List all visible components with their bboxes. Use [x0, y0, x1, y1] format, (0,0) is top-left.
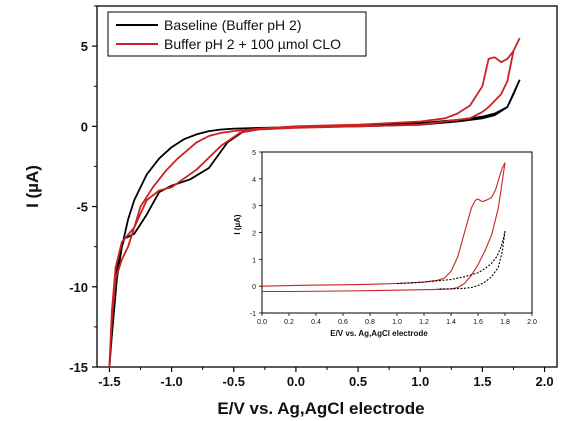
- inset-y-tick-label: 3: [252, 204, 256, 211]
- y-tick-label: 0: [81, 119, 88, 134]
- x-tick-label: 1.0: [411, 374, 429, 389]
- inset-series-line-2: [396, 231, 506, 285]
- main-plot: -1.5 -1.0 -0.5 0.0 0.5 1.0 1.5 2.0-15-10-505E/V…: [23, 5, 558, 418]
- inset-y-tick-label: 2: [252, 231, 256, 238]
- x-tick-label: 2.0: [536, 374, 554, 389]
- inset-x-tick-label: 1.6: [473, 319, 483, 326]
- inset-series-line-0: [261, 162, 506, 287]
- inset-x-tick-label: 2.0: [527, 319, 537, 326]
- inset-y-tick-label: 0: [252, 284, 256, 291]
- inset-x-tick-label: 0.8: [365, 319, 375, 326]
- legend-entry-1: Buffer pH 2 + 100 µmol CLO: [164, 36, 341, 52]
- inset-x-tick-label: 0.2: [284, 319, 294, 326]
- legend-entry-0: Baseline (Buffer pH 2): [164, 17, 301, 33]
- inset-y-axis-title: I (µA): [233, 214, 242, 234]
- x-tick-label: -1.0: [160, 374, 182, 389]
- x-axis-title: E/V vs. Ag,AgCl electrode: [217, 399, 424, 418]
- x-tick-label: 0.0: [287, 374, 305, 389]
- inset-x-tick-label: 0.4: [311, 319, 321, 326]
- y-tick-label: 5: [81, 39, 88, 54]
- series-line-1: [108, 37, 521, 368]
- legend: Baseline (Buffer pH 2) Buffer pH 2 + 100 …: [107, 11, 367, 57]
- y-tick-label: -15: [69, 360, 88, 375]
- inset-y-tick-label: 1: [252, 257, 256, 264]
- y-axis-title: I (µA): [23, 165, 42, 208]
- inset-x-tick-label: 1.4: [446, 319, 456, 326]
- x-tick-label: -1.5: [98, 374, 120, 389]
- inset-series-line-1: [262, 162, 506, 293]
- x-tick-label: 0.5: [349, 374, 367, 389]
- inset-series-line-3: [437, 231, 506, 290]
- inset-frame: [261, 151, 533, 314]
- inset-x-tick-label: 1.0: [392, 319, 402, 326]
- inset-x-tick-label: 1.8: [500, 319, 510, 326]
- inset-plot: 0.0 0.2 0.4 0.6 0.8 1.0 1.2 1.4 1.6 1.8 2.0 -1 0 1 2 3 4…: [233, 150, 537, 338]
- x-tick-label: 1.5: [473, 374, 491, 389]
- inset-y-tick-label: 4: [252, 177, 256, 184]
- inset-x-tick-label: 0.0: [257, 319, 267, 326]
- inset-x-tick-label: 0.6: [338, 319, 348, 326]
- y-tick-label: -5: [76, 200, 88, 215]
- inset-x-axis-title: E/V vs. Ag,AgCl electrode: [330, 329, 428, 338]
- inset-y-tick-label: -1: [250, 311, 256, 318]
- x-tick-label: -0.5: [223, 374, 245, 389]
- inset-y-tick-label: 5: [252, 150, 256, 157]
- legend-box: [107, 11, 367, 57]
- inset-x-tick-label: 1.2: [419, 319, 429, 326]
- y-tick-label: -10: [69, 280, 88, 295]
